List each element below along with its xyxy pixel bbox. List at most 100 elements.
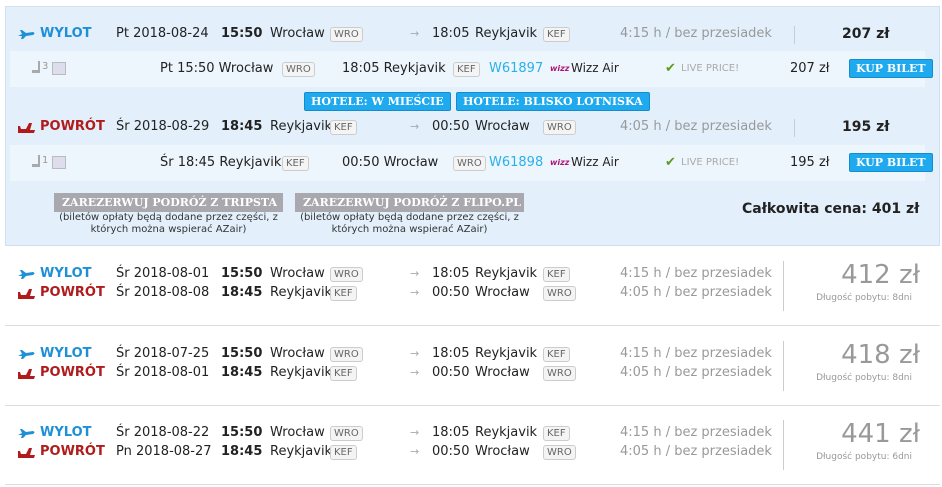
outbound-label: WYLOT: [40, 345, 92, 361]
divider: [783, 261, 784, 311]
flight-date: Śr 2018-08-01: [116, 266, 210, 281]
total-price: Całkowita cena: 401 zł: [742, 201, 920, 217]
book-flipo-button[interactable]: ZAREZERWUJ PODRÓŻ Z FLIPO.PL: [295, 193, 524, 212]
departure-city: Reykjavik: [270, 285, 333, 300]
outbound-price: 207 zł: [842, 26, 890, 42]
segment-departure: Pt 15:50 Wrocław: [160, 61, 274, 76]
arrow-icon: →: [410, 346, 420, 360]
flight-number[interactable]: W61897: [489, 61, 544, 76]
stay-length: Długość pobytu: 8dni: [816, 293, 912, 303]
flight-date: Pt 2018-08-24: [116, 26, 209, 41]
return-label: POWRÓT: [40, 444, 105, 459]
arrow-icon: →: [410, 27, 420, 40]
arrival-time: 18:05: [432, 345, 470, 361]
departure-time: 15:50: [221, 425, 263, 440]
live-price-label: LIVE PRICE!: [681, 157, 740, 168]
segment-price: 207 zł: [790, 61, 830, 76]
flight-duration: 4:15 h / bez przesiadek: [620, 266, 772, 281]
segment-arrival-code: KEF: [453, 62, 480, 77]
departure-time: 15:50: [221, 26, 263, 41]
hotels-airport-button[interactable]: HOTELE: BLISKO LOTNISKA: [456, 92, 650, 111]
hotels-city-button[interactable]: HOTELE: W MIEŚCIE: [304, 92, 451, 111]
divider: [794, 26, 795, 44]
result-card[interactable]: [5, 406, 940, 485]
chart-icon: [52, 156, 66, 169]
flight-number[interactable]: W61898: [489, 155, 544, 170]
departure-city: Reykjavik: [270, 364, 333, 380]
departure-airport-code: WRO: [330, 27, 363, 42]
departure-time: 15:50: [221, 345, 263, 361]
plane-arrival-icon: [18, 367, 36, 384]
segment-departure-code: KEF: [282, 156, 309, 171]
wizz-air-logo: wizz: [550, 64, 570, 73]
arrival-airport-code: WRO: [543, 365, 576, 381]
return-label: POWRÓT: [40, 285, 105, 300]
arrival-airport-code: WRO: [543, 286, 576, 301]
book-tripsta-button[interactable]: ZAREZERWUJ PODRÓŻ Z TRIPSTA: [54, 193, 283, 212]
chart-icon: [52, 62, 66, 75]
arrival-airport-code: KEF: [543, 426, 570, 441]
departure-city: Reykjavik: [270, 444, 333, 459]
departure-airport-code: WRO: [330, 346, 363, 362]
arrival-time: 00:50: [432, 364, 470, 380]
plane-departure-icon: [18, 427, 36, 443]
booking-note: (biletów opłaty będą dodane przez części…: [59, 212, 278, 235]
result-card[interactable]: [5, 247, 940, 326]
flight-date: Śr 2018-07-25: [116, 345, 210, 361]
arrival-city: Wrocław: [475, 444, 530, 459]
result-card[interactable]: [5, 326, 940, 406]
arrival-airport-code: KEF: [543, 267, 570, 282]
flight-duration: 4:15 h / bez przesiadek: [620, 26, 772, 41]
departure-time: 18:45: [221, 285, 263, 300]
segment-price: 195 zł: [790, 155, 830, 170]
result-price: 441 zł: [841, 419, 920, 449]
flight-date: Śr 2018-08-29: [116, 119, 210, 134]
segment-arrival: 00:50 Wrocław: [342, 155, 439, 170]
arrival-time: 00:50: [432, 444, 470, 459]
departure-time: 18:45: [221, 119, 263, 134]
airline-name: Wizz Air: [571, 155, 619, 169]
return-label: POWRÓT: [40, 364, 105, 380]
flight-duration: 4:05 h / bez przesiadek: [620, 285, 772, 300]
plane-departure-icon: [18, 348, 36, 364]
arrival-airport-code: WRO: [543, 120, 576, 135]
departure-city: Wrocław: [270, 266, 325, 281]
arrival-time: 00:50: [432, 285, 470, 300]
segment-departure: Śr 18:45 Reykjavik: [160, 155, 282, 170]
arrival-city: Reykjavik: [475, 266, 538, 281]
plane-arrival-icon: [18, 287, 36, 304]
arrival-time: 00:50: [432, 119, 470, 134]
arrival-city: Wrocław: [475, 364, 530, 380]
segment-departure-code: WRO: [282, 62, 315, 77]
flight-duration: 4:05 h / bez przesiadek: [620, 364, 772, 380]
arrival-time: 18:05: [432, 266, 470, 281]
arrow-icon: →: [410, 365, 420, 379]
departure-airport-code: KEF: [330, 365, 357, 381]
seats-left: 1: [42, 155, 49, 166]
segment-arrival: 18:05 Reykjavik: [342, 61, 446, 76]
arrow-icon: →: [410, 445, 420, 458]
result-price: 412 zł: [841, 260, 920, 290]
arrow-icon: →: [410, 426, 420, 439]
departure-airport-code: WRO: [330, 267, 363, 282]
departure-time: 18:45: [221, 444, 263, 459]
departure-airport-code: WRO: [330, 426, 363, 441]
buy-ticket-button[interactable]: KUP BILET: [849, 59, 933, 78]
arrival-city: Reykjavik: [475, 425, 538, 440]
outbound-label: WYLOT: [40, 26, 92, 41]
arrival-city: Wrocław: [475, 285, 530, 300]
departure-city: Wrocław: [270, 345, 325, 361]
arrow-icon: →: [410, 120, 420, 133]
flight-date: Śr 2018-08-08: [116, 285, 210, 300]
booking-note: (biletów opłaty będą dodane przez części…: [300, 212, 519, 235]
flight-duration: 4:15 h / bez przesiadek: [620, 425, 772, 440]
flight-date: Śr 2018-08-22: [116, 425, 210, 440]
flight-duration: 4:15 h / bez przesiadek: [620, 345, 772, 361]
divider: [794, 119, 795, 137]
seat-icon: [30, 155, 42, 173]
buy-ticket-button[interactable]: KUP BILET: [849, 153, 933, 172]
result-price: 418 zł: [841, 339, 920, 370]
plane-arrival-icon: [18, 446, 36, 463]
outbound-label: WYLOT: [40, 425, 92, 440]
departure-airport-code: KEF: [330, 286, 357, 301]
